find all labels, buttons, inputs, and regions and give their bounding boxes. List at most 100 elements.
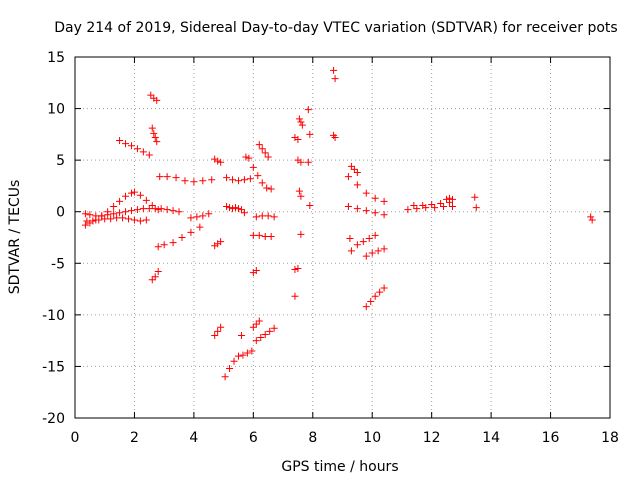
y-axis-title: SDTVAR / TECUs	[7, 180, 23, 295]
series-arc-q	[242, 153, 253, 162]
data-point	[113, 214, 121, 222]
chart-title: Day 214 of 2019, Sidereal Day-to-day VTE…	[54, 20, 617, 36]
series-arc-v	[255, 141, 272, 161]
data-point	[110, 210, 118, 218]
data-point	[255, 141, 263, 149]
data-point	[446, 194, 453, 202]
series-arc-ac	[295, 115, 306, 129]
series-arc-as	[410, 198, 453, 210]
x-tick-label: 12	[423, 430, 441, 446]
x-tick-label: 10	[363, 430, 381, 446]
data-point	[404, 206, 412, 214]
data-point	[169, 239, 177, 247]
data-point	[240, 176, 248, 184]
series-arc-t	[249, 317, 263, 331]
data-point	[294, 136, 302, 144]
series-arc-aq	[362, 284, 388, 311]
series-arc-z	[291, 264, 302, 273]
data-point	[133, 206, 141, 214]
data-point	[153, 138, 161, 146]
series-arc-an	[347, 231, 379, 255]
data-point	[122, 140, 130, 148]
data-point	[181, 177, 189, 185]
data-point	[217, 158, 225, 166]
data-point	[154, 206, 162, 214]
data-point	[330, 66, 338, 74]
data-point	[148, 276, 156, 284]
data-point	[295, 115, 303, 123]
data-points	[81, 66, 596, 381]
data-point	[353, 241, 361, 249]
series-arc-n	[221, 347, 256, 381]
data-point	[270, 324, 278, 332]
data-point	[431, 204, 439, 212]
data-point	[116, 209, 124, 217]
data-point	[252, 213, 260, 221]
series-arc-g	[148, 268, 162, 284]
data-point	[255, 317, 263, 325]
data-point	[237, 331, 245, 339]
series-arc-ab	[291, 133, 302, 144]
data-point	[443, 195, 451, 203]
data-point	[258, 179, 266, 187]
x-axis-title: GPS time / hours	[281, 459, 398, 475]
data-point	[261, 232, 269, 240]
data-point	[371, 209, 379, 217]
data-point	[346, 235, 354, 243]
x-tick-label: 0	[71, 430, 80, 446]
data-point	[428, 200, 436, 208]
data-point	[208, 176, 216, 184]
data-point	[217, 238, 225, 246]
data-point	[248, 347, 256, 355]
data-point	[122, 208, 130, 216]
y-tick-label: 10	[47, 102, 65, 118]
series-arc-i	[154, 223, 204, 251]
y-tick-label: -15	[42, 359, 65, 375]
data-point	[142, 196, 150, 204]
data-point	[252, 337, 260, 345]
data-point	[169, 207, 177, 215]
data-point	[255, 231, 263, 239]
series-arc-b	[81, 188, 162, 229]
series-arc-ak	[347, 162, 361, 177]
data-point	[229, 176, 237, 184]
data-point	[199, 177, 207, 185]
data-point	[413, 205, 421, 213]
data-point	[267, 232, 275, 240]
data-point	[232, 204, 239, 212]
data-point	[214, 327, 222, 335]
data-point	[588, 216, 596, 224]
data-point	[249, 323, 257, 331]
series-arc-o	[223, 203, 248, 217]
data-point	[472, 204, 480, 212]
y-tick-label: 15	[47, 50, 65, 66]
data-point	[110, 203, 118, 211]
y-tick-label: -20	[42, 411, 65, 427]
data-point	[291, 265, 299, 273]
series-arc-ah	[304, 158, 314, 210]
data-point	[245, 154, 253, 162]
series-arc-k	[211, 155, 225, 166]
series-arc-al	[344, 173, 388, 205]
data-point	[587, 213, 595, 221]
data-point	[252, 267, 260, 275]
series-arc-ao	[362, 245, 388, 260]
data-point	[344, 203, 352, 211]
data-point	[190, 178, 198, 186]
data-point	[139, 205, 147, 213]
data-point	[258, 145, 266, 153]
data-point	[81, 210, 89, 218]
data-point	[304, 158, 312, 166]
data-point	[151, 133, 159, 141]
series-arc-aa	[291, 292, 299, 300]
data-point	[380, 211, 388, 219]
series-arc-w	[252, 324, 278, 345]
series-arc-s	[249, 267, 260, 277]
data-point	[130, 188, 138, 196]
y-tick-label: -5	[51, 256, 65, 272]
data-point	[254, 172, 262, 180]
data-point	[86, 211, 94, 219]
data-point	[240, 209, 248, 217]
data-point	[380, 245, 388, 253]
data-point	[83, 217, 91, 225]
